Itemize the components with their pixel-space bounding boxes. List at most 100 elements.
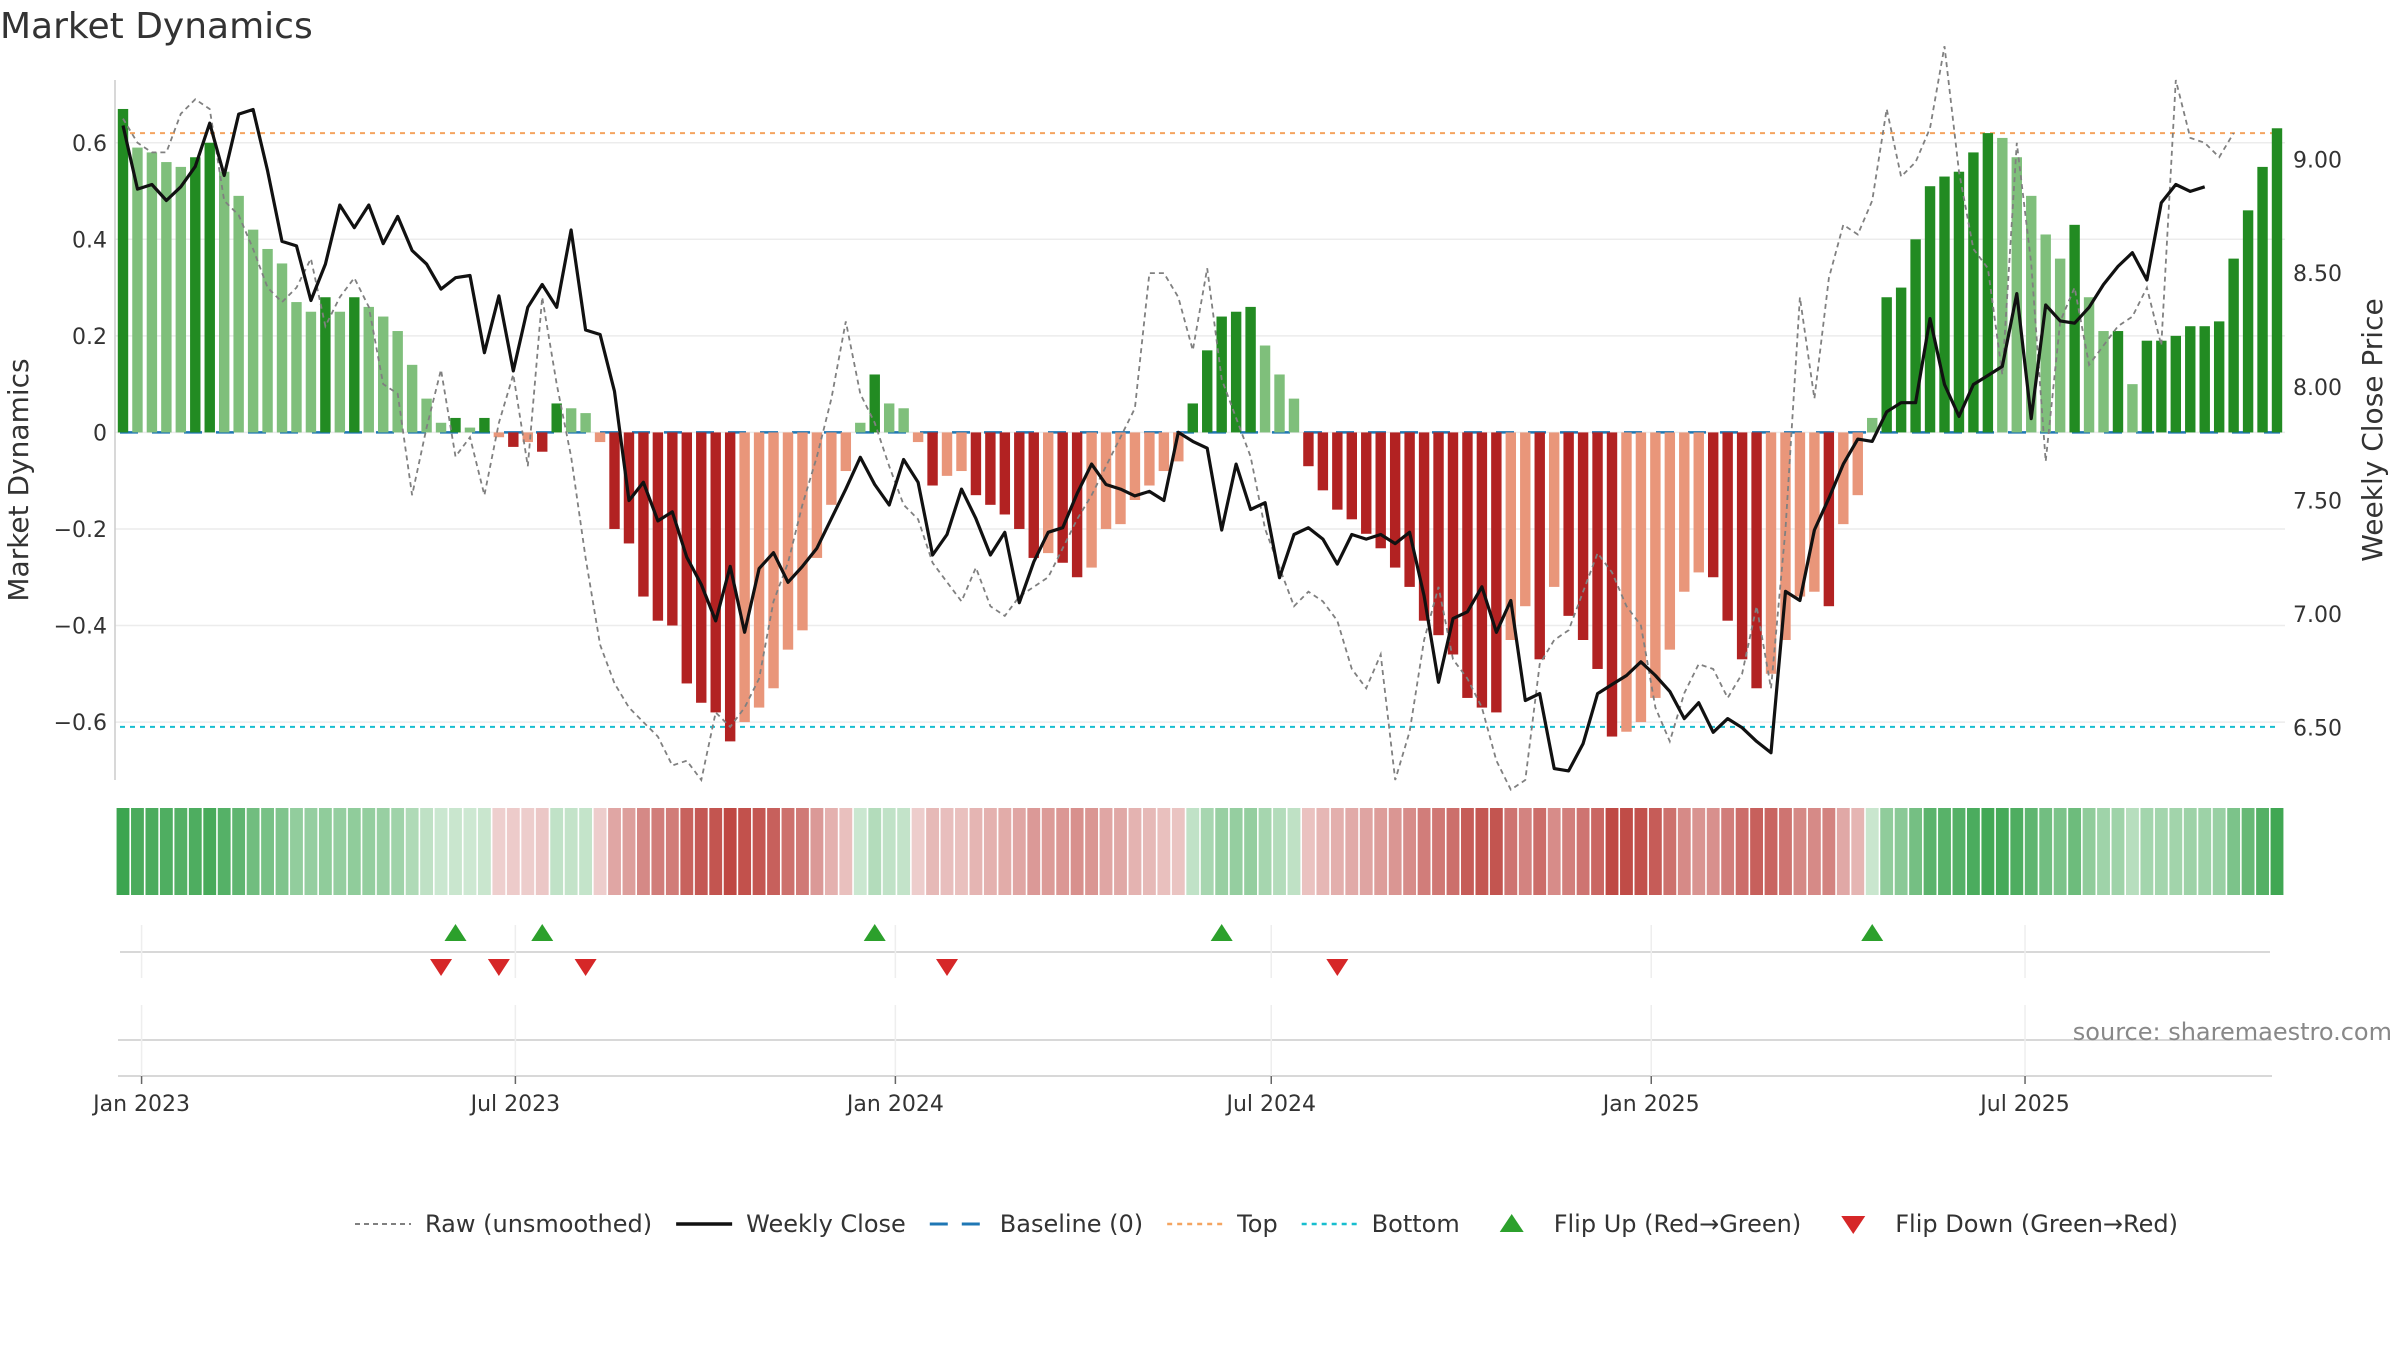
dynamics-bar (2112, 331, 2124, 433)
regime-cell (998, 808, 1012, 895)
dynamics-bar (1664, 432, 1676, 650)
dynamics-bar (190, 157, 201, 433)
dynamics-bar (1997, 137, 2008, 433)
regime-cell (2111, 808, 2125, 895)
dynamics-bar (869, 374, 880, 433)
flip-down-marker (574, 959, 597, 976)
regime-cell (1591, 808, 1604, 895)
regime-cell (1258, 808, 1272, 895)
dynamics-bar (305, 311, 317, 433)
regime-cell (2270, 808, 2284, 895)
regime-cell (1229, 808, 1243, 895)
regime-cell (1663, 808, 1677, 895)
regime-cell (275, 808, 289, 895)
x-tick-label: Jan 2025 (1601, 1092, 1700, 1117)
dynamics-bar (464, 427, 476, 433)
dynamics-bar (421, 398, 432, 433)
legend-item: Top (1167, 1210, 1278, 1238)
regime-cell (131, 808, 144, 895)
regime-cell (1330, 808, 1344, 895)
legend-swatch (1499, 1214, 1524, 1232)
dynamics-bar (580, 413, 591, 433)
regime-cell (1894, 808, 1908, 895)
dynamics-bar (291, 302, 302, 433)
regime-cell (304, 808, 318, 895)
dynamics-bar (623, 432, 635, 544)
dynamics-bar (797, 432, 808, 631)
legend-label: Raw (unsmoothed) (425, 1210, 652, 1238)
legend-item: Flip Up (Red→Green) (1499, 1210, 1802, 1238)
regime-cell (1634, 808, 1648, 895)
dynamics-bar (1520, 432, 1531, 607)
regime-cell (318, 808, 332, 895)
legend: Raw (unsmoothed) Weekly Close Baseline (0)… (355, 1210, 2178, 1238)
regime-cell (1966, 808, 1980, 895)
legend-label: Baseline (0) (1000, 1210, 1143, 1238)
regime-cell (1865, 808, 1879, 895)
axes: 0.6 0.4 0.2 0 −0.2 −0.4 −0.6 9.00 8.50 8.00 7.50 7.… (2, 80, 2389, 780)
x-tick-label: Jul 2025 (1978, 1092, 2070, 1117)
dynamics-bar (2242, 210, 2254, 433)
regime-cell (1822, 808, 1836, 895)
regime-cell (2241, 808, 2255, 895)
regime-cell (680, 808, 694, 895)
regime-cell (492, 808, 506, 895)
flip-up-marker (444, 924, 467, 941)
dynamics-bar (247, 229, 259, 433)
regime-cell (1605, 808, 1619, 895)
regime-cell (347, 808, 361, 895)
legend-label: Bottom (1372, 1210, 1460, 1238)
regime-cell (608, 808, 621, 895)
dynamics-bar (1014, 432, 1025, 529)
left-tick-label: 0.2 (72, 325, 107, 350)
right-tick-label: 9.00 (2293, 149, 2342, 174)
regime-cell (723, 808, 737, 895)
x-tick-label: Jul 2023 (469, 1092, 561, 1117)
dynamics-bar (349, 297, 360, 433)
regime-cell (1547, 808, 1561, 895)
dynamics-bar (363, 306, 374, 433)
flip-down-marker (430, 959, 453, 976)
dynamics-bar (204, 142, 215, 433)
left-tick-label: −0.4 (54, 615, 107, 640)
flip-down-marker (487, 959, 510, 976)
regime-cell (391, 808, 405, 895)
dynamics-bar (1881, 297, 1892, 433)
dynamics-bar (2185, 326, 2196, 433)
regime-cell (2024, 808, 2038, 895)
dynamics-bar (435, 422, 447, 433)
legend-label: Flip Up (Red→Green) (1554, 1210, 1802, 1238)
dynamics-bar (1765, 432, 1777, 674)
regime-cell (2097, 808, 2110, 895)
regime-cell (1027, 808, 1041, 895)
regime-cell (1533, 808, 1547, 895)
legend-item: Raw (unsmoothed) (355, 1210, 652, 1238)
dynamics-bar (1780, 432, 1791, 640)
regime-cell (1489, 808, 1503, 895)
flip-up-marker (1210, 924, 1233, 941)
regime-strip (116, 808, 2284, 895)
regime-cell (550, 808, 564, 895)
regime-cell (2053, 808, 2067, 895)
dynamics-bar (1086, 432, 1097, 568)
dynamics-bar (2098, 331, 2109, 433)
regime-cell (1056, 808, 1070, 895)
regime-cell (767, 808, 780, 895)
regime-cell (1706, 808, 1720, 895)
regime-cell (1345, 808, 1359, 895)
regime-cell (174, 808, 188, 895)
regime-cell (521, 808, 535, 895)
dynamics-bar (2026, 195, 2037, 433)
dynamics-bar (450, 417, 461, 433)
regime-cell (1721, 808, 1735, 895)
regime-cell (853, 808, 867, 895)
dynamics-bar (2054, 258, 2066, 433)
regime-cell (665, 808, 679, 895)
dynamics-bar (2170, 335, 2182, 433)
regime-cell (1952, 808, 1966, 895)
y-axis-label-right: Weekly Close Price (2356, 298, 2389, 561)
source-label: source: sharemaestro.com (2073, 1018, 2392, 1046)
dynamics-bar (262, 248, 273, 433)
regime-cell (1359, 808, 1373, 895)
dynamics-bar (1057, 432, 1068, 563)
